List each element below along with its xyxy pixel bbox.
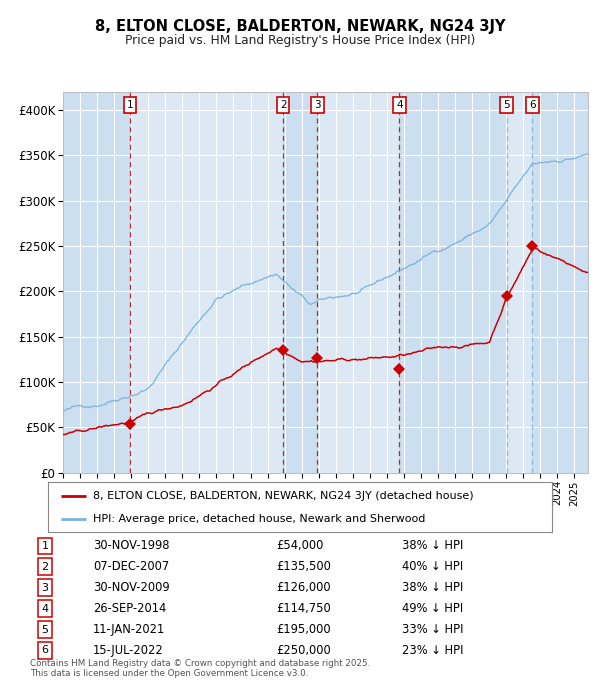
Text: Contains HM Land Registry data © Crown copyright and database right 2025.
This d: Contains HM Land Registry data © Crown c… (30, 658, 370, 678)
Text: £126,000: £126,000 (276, 581, 331, 594)
Text: Price paid vs. HM Land Registry's House Price Index (HPI): Price paid vs. HM Land Registry's House … (125, 34, 475, 47)
Text: 4: 4 (396, 101, 403, 110)
Text: 40% ↓ HPI: 40% ↓ HPI (402, 560, 463, 573)
Text: 26-SEP-2014: 26-SEP-2014 (93, 602, 166, 615)
Text: £54,000: £54,000 (276, 539, 323, 552)
Text: 3: 3 (314, 101, 320, 110)
Text: 5: 5 (41, 624, 49, 634)
Text: 30-NOV-2009: 30-NOV-2009 (93, 581, 170, 594)
Text: 33% ↓ HPI: 33% ↓ HPI (402, 623, 464, 636)
Text: 38% ↓ HPI: 38% ↓ HPI (402, 539, 463, 552)
Text: 2: 2 (280, 101, 287, 110)
Text: 3: 3 (41, 583, 49, 592)
Text: 15-JUL-2022: 15-JUL-2022 (93, 644, 164, 657)
Text: 4: 4 (41, 604, 49, 613)
Text: 11-JAN-2021: 11-JAN-2021 (93, 623, 165, 636)
Bar (283, 92, 317, 473)
Text: 07-DEC-2007: 07-DEC-2007 (93, 560, 169, 573)
Text: £135,500: £135,500 (276, 560, 331, 573)
Text: HPI: Average price, detached house, Newark and Sherwood: HPI: Average price, detached house, Newa… (94, 514, 426, 524)
Text: 23% ↓ HPI: 23% ↓ HPI (402, 644, 464, 657)
Text: 1: 1 (127, 101, 133, 110)
Text: 5: 5 (503, 101, 510, 110)
Text: £114,750: £114,750 (276, 602, 331, 615)
Text: 8, ELTON CLOSE, BALDERTON, NEWARK, NG24 3JY (detached house): 8, ELTON CLOSE, BALDERTON, NEWARK, NG24 … (94, 491, 474, 501)
Bar (63, 92, 130, 473)
Text: £250,000: £250,000 (276, 644, 331, 657)
Text: 6: 6 (529, 101, 536, 110)
Text: 49% ↓ HPI: 49% ↓ HPI (402, 602, 463, 615)
Text: 6: 6 (41, 645, 49, 656)
Text: 1: 1 (41, 541, 49, 551)
Text: 38% ↓ HPI: 38% ↓ HPI (402, 581, 463, 594)
Text: 2: 2 (41, 562, 49, 572)
Text: £195,000: £195,000 (276, 623, 331, 636)
Bar (532, 92, 588, 473)
Text: 30-NOV-1998: 30-NOV-1998 (93, 539, 170, 552)
Text: 8, ELTON CLOSE, BALDERTON, NEWARK, NG24 3JY: 8, ELTON CLOSE, BALDERTON, NEWARK, NG24 … (95, 19, 505, 34)
Bar (400, 92, 506, 473)
